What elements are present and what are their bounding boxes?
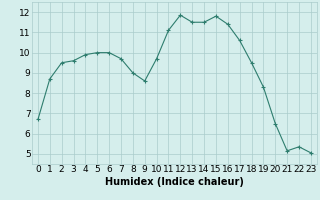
X-axis label: Humidex (Indice chaleur): Humidex (Indice chaleur) bbox=[105, 177, 244, 187]
